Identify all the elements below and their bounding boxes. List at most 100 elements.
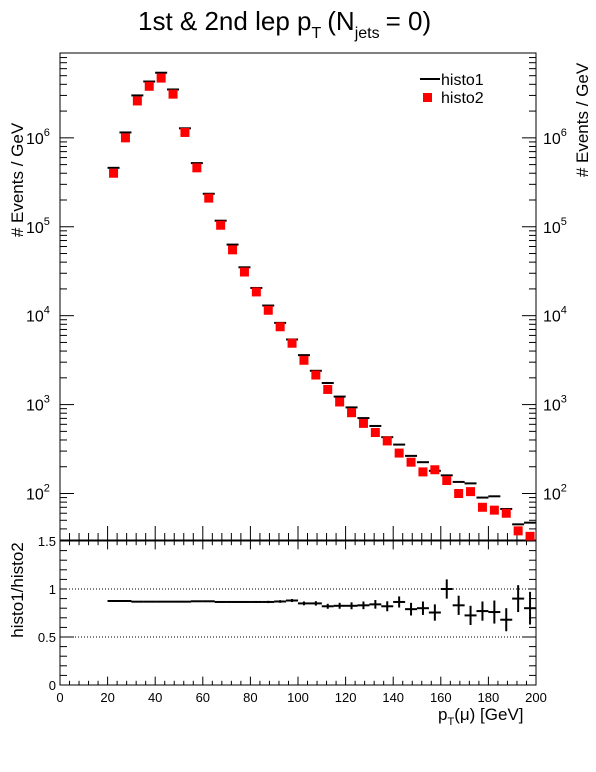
histo2-point [132, 96, 142, 106]
legend-histo2-label: histo2 [441, 90, 484, 107]
main-y-ticks [60, 52, 536, 541]
ratio-point [178, 600, 191, 603]
ratio-point [416, 601, 429, 615]
ratio-point [119, 600, 132, 602]
histo2-point [525, 531, 535, 541]
y-tick-label-right: 104 [543, 305, 567, 326]
main-plot-frame [59, 52, 537, 541]
histo2-point [275, 322, 285, 332]
ratio-point [476, 601, 489, 621]
x-tick-label: 160 [430, 690, 452, 705]
histo1-points [107, 71, 537, 526]
histo2-point [216, 220, 226, 230]
ratio-point [143, 600, 156, 603]
ratio-y-tick-labels: 0 0.5 1 1.5 [38, 534, 56, 693]
ratio-point [226, 600, 239, 603]
histo2-point [442, 476, 452, 486]
histo2-point [454, 489, 464, 499]
histo2-point [144, 81, 154, 91]
histo2-point [466, 487, 476, 497]
ratio-reference-lines [60, 588, 536, 638]
main-plot: 102 102 103 103 104 104 105 105 106 106 # Events … [8, 52, 592, 541]
ratio-point [190, 600, 203, 603]
legend: histo1 histo2 [420, 72, 484, 107]
histo2-point [370, 428, 380, 438]
histo2-points [109, 73, 535, 541]
ratio-points [107, 579, 537, 632]
x-tick-label: 40 [148, 690, 162, 705]
ratio-point [357, 601, 370, 610]
ratio-point [214, 600, 227, 603]
x-tick-label: 200 [525, 690, 547, 705]
x-tick-label: 20 [100, 690, 114, 705]
x-tick-label: 0 [56, 690, 63, 705]
histo2-point [180, 127, 190, 137]
ratio-point [500, 608, 513, 632]
x-tick-label: 140 [382, 690, 404, 705]
histo2-point [406, 457, 416, 467]
ratio-point [131, 600, 144, 603]
ratio-point [167, 600, 180, 603]
chart-title: 1st & 2nd lep pT (Njets = 0) [138, 6, 431, 42]
main-y-tick-labels: 102 102 103 103 104 104 105 105 106 106 [26, 127, 567, 504]
y-tick-label-right: 105 [543, 216, 567, 237]
histo2-point [287, 338, 297, 348]
histo2-point [204, 193, 214, 203]
ratio-y-tick-label: 0 [49, 678, 56, 693]
y-axis-label-left: # Events / GeV [8, 122, 27, 237]
histo2-point [168, 89, 178, 99]
ratio-point [250, 600, 263, 603]
y-tick-label-left: 103 [26, 394, 50, 415]
histo2-point [394, 448, 404, 458]
histo2-point [263, 305, 273, 315]
y-tick-label-left: 105 [26, 216, 50, 237]
histo2-point [323, 384, 333, 394]
ratio-point [297, 601, 310, 606]
ratio-point [321, 603, 334, 609]
histo2-point [358, 418, 368, 428]
legend-histo2-marker [423, 93, 432, 102]
ratio-point [512, 585, 525, 613]
ratio-plot: 0 0.5 1 1.5 0 20 40 60 80 100 120 140 160 180 200 his… [8, 534, 547, 728]
ratio-point [381, 601, 394, 612]
histo2-point [477, 502, 487, 512]
ratio-point [393, 596, 406, 608]
histo2-point [192, 163, 202, 173]
ratio-point [155, 600, 168, 603]
ratio-point [440, 579, 453, 599]
ratio-point [107, 600, 120, 602]
ratio-x-tick-labels: 0 20 40 60 80 100 120 140 160 180 200 [56, 690, 546, 705]
ratio-y-ticks [60, 540, 536, 686]
x-tick-label: 120 [335, 690, 357, 705]
histo2-point [156, 73, 166, 83]
histo2-point [347, 408, 357, 418]
ratio-y-tick-label: 1.5 [38, 534, 56, 549]
ratio-point [405, 602, 418, 616]
ratio-point [488, 600, 501, 624]
ratio-y-tick-label: 1 [49, 582, 56, 597]
histo2-point [251, 287, 261, 297]
ratio-point [428, 604, 441, 621]
y-tick-label-right: 103 [543, 394, 567, 415]
ratio-point [345, 602, 358, 610]
ratio-point [262, 600, 275, 604]
histo2-point [489, 505, 499, 515]
x-tick-label: 180 [478, 690, 500, 705]
histo2-point [418, 467, 428, 477]
ratio-point [452, 595, 465, 615]
histo2-point [501, 508, 511, 518]
histo2-point [335, 397, 345, 407]
ratio-point [309, 601, 322, 606]
histo2-point [299, 355, 309, 365]
x-tick-label: 60 [196, 690, 210, 705]
histo2-point [513, 526, 523, 536]
y-tick-label-right: 106 [543, 127, 567, 148]
histo2-point [120, 133, 130, 143]
histo2-point [228, 245, 238, 255]
x-axis-label: pT(μ) [GeV] [438, 705, 524, 728]
legend-histo1-label: histo1 [441, 72, 484, 89]
histo2-point [382, 436, 392, 446]
ratio-point [238, 600, 251, 603]
histo2-point [239, 267, 249, 277]
